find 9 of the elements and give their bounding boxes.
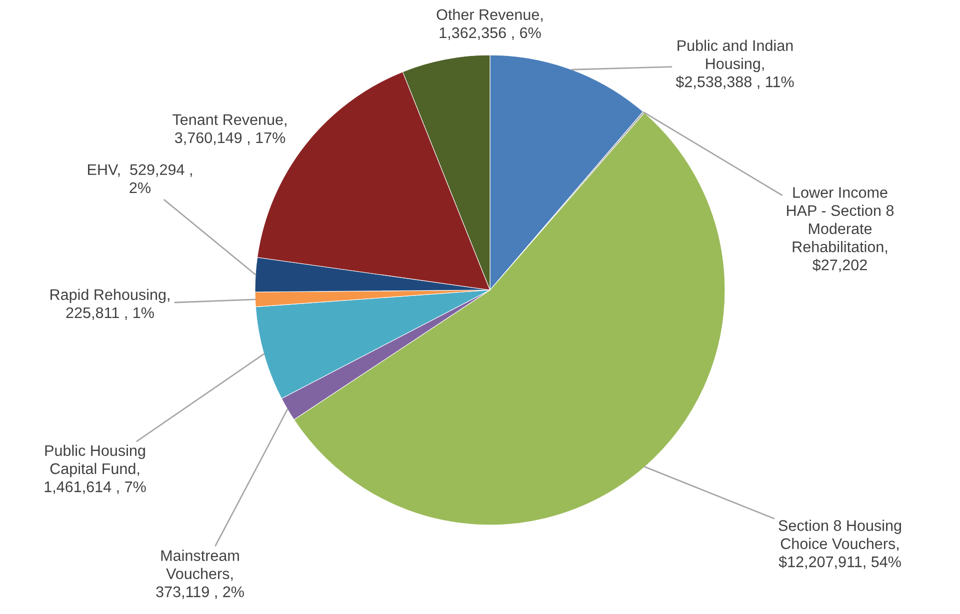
slice-label: EHV, 529,294 , 2%	[88, 164, 192, 194]
slice-label: Public Housing Capital Fund, 1,461,614 , 7%	[44, 444, 146, 494]
slice-label: Other Revenue, 1,362,356 , 6%	[436, 8, 543, 40]
slice-label: Mainstream Vouchers, 373,119 , 2%	[156, 550, 244, 600]
slice-label: Rapid Rehousing, 225,811 , 1%	[50, 288, 170, 320]
slice-label: Section 8 Housing Choice Vouchers, $12,207,911, 54%	[778, 520, 902, 570]
slice-label: Public and Indian Housing, $2,538,388 , 11%	[676, 40, 794, 90]
slice-label: Tenant Revenue, 3,760,149 , 17%	[172, 114, 286, 145]
slice-label: Lower Income HAP - Section 8 Moderate Rehabilitation, $27,202	[787, 187, 894, 272]
